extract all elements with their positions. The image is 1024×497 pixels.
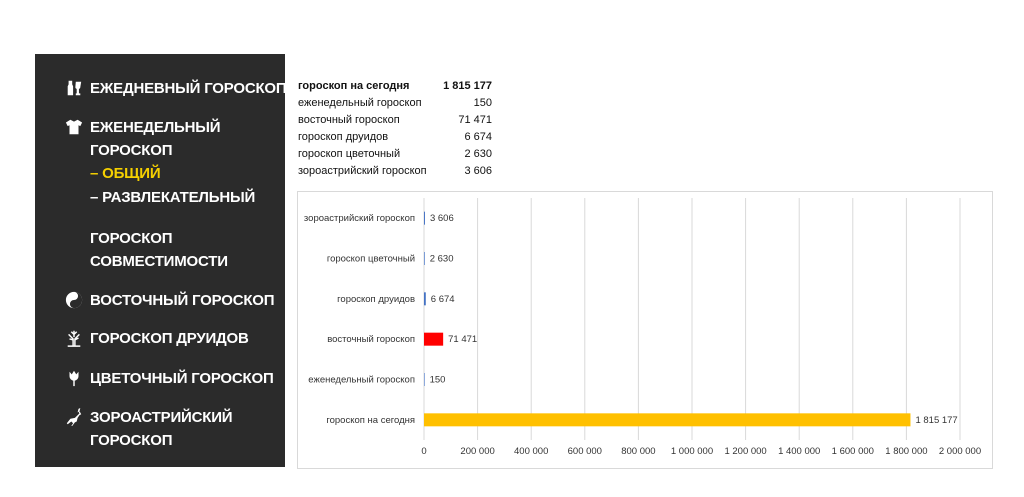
yin-yang-icon <box>64 289 84 311</box>
y-tick-label: гороскоп друидов <box>337 294 415 305</box>
y-tick-label: зороастрийский гороскоп <box>304 213 415 224</box>
x-tick-label: 200 000 <box>460 446 494 457</box>
table-row-value: 3 606 <box>464 165 492 177</box>
y-tick-label: гороскоп на сегодня <box>326 415 415 426</box>
bottle-glass-icon <box>64 77 84 99</box>
table-row-label: гороскоп на сегодня <box>298 80 410 92</box>
bar <box>424 332 444 346</box>
data-label: 1 815 177 <box>915 415 957 426</box>
chart-svg: 0 200 000 400 000 600 000 800 000 1 000 000 1 … <box>304 198 981 457</box>
bar <box>424 413 911 427</box>
bar <box>424 292 426 306</box>
table-row-value: 150 <box>473 97 492 109</box>
tulip-icon <box>64 367 84 389</box>
data-label: 3 606 <box>430 213 454 224</box>
sidebar-item-label: ВОСТОЧНЫЙ ГОРОСКОП <box>90 292 275 309</box>
sidebar-item-label: ГОРОСКОП <box>90 230 173 247</box>
data-label: 150 <box>430 375 446 386</box>
sidebar-item-label: – ОБЩИЙ <box>90 165 161 182</box>
bar <box>424 211 425 225</box>
data-label: 6 674 <box>431 294 455 305</box>
sidebar-item-label: СОВМЕСТИМОСТИ <box>90 253 228 270</box>
table-row-value: 71 471 <box>458 114 492 126</box>
table-row-label: гороскоп цветочный <box>298 148 401 160</box>
tshirt-icon <box>64 116 84 138</box>
sidebar-item-label: ЦВЕТОЧНЫЙ ГОРОСКОП <box>90 370 274 387</box>
x-tick-label: 600 000 <box>568 446 602 457</box>
sidebar-item-label: – РАЗВЛЕКАТЕЛЬНЫЙ <box>90 189 256 206</box>
y-tick-label: еженедельный гороскоп <box>308 375 415 386</box>
table-row-value: 1 815 177 <box>443 80 492 92</box>
bar <box>424 373 425 386</box>
y-tick-label: восточный гороскоп <box>327 334 415 345</box>
data-label: 2 630 <box>430 254 454 265</box>
sidebar-item-label: ГОРОСКОП ДРУИДОВ <box>90 330 249 347</box>
table-row-label: зороастрийский гороскоп <box>298 165 427 177</box>
x-tick-label: 1 200 000 <box>724 446 766 457</box>
table-row: еженедельный гороскоп 150 <box>298 95 498 112</box>
x-tick-label: 0 <box>421 446 426 457</box>
table-row-label: восточный гороскоп <box>298 114 400 126</box>
x-tick-label: 1 400 000 <box>778 446 820 457</box>
table-row: восточный гороскоп 71 471 <box>298 112 498 129</box>
sidebar-item-label: ЕЖЕДНЕВНЫЙ ГОРОСКОП <box>90 80 287 97</box>
x-tick-label: 1 800 000 <box>885 446 927 457</box>
table-row-label: гороскоп друидов <box>298 131 389 143</box>
x-tick-label: 1 600 000 <box>832 446 874 457</box>
table-row: гороскоп друидов 6 674 <box>298 129 498 146</box>
sidebar: ЕЖЕДНЕВНЫЙ ГОРОСКОП ЕЖЕНЕДЕЛЬНЫЙ ГОРОСКОП –… <box>35 54 287 467</box>
table-row: гороскоп цветочный 2 630 <box>298 146 498 163</box>
data-label: 71 471 <box>448 334 477 345</box>
table-row: гороскоп на сегодня 1 815 177 <box>298 78 498 95</box>
gazelle-icon <box>64 406 84 428</box>
table-row-label: еженедельный гороскоп <box>298 97 422 109</box>
table-row: зороастрийский гороскоп 3 606 <box>298 163 498 180</box>
bar-chart: 0 200 000 400 000 600 000 800 000 1 000 000 1 … <box>297 191 993 469</box>
table-row-value: 2 630 <box>464 148 492 160</box>
stats-table: гороскоп на сегодня 1 815 177 еженедельный… <box>298 78 498 180</box>
sidebar-item-label: ЕЖЕНЕДЕЛЬНЫЙ <box>90 119 221 136</box>
table-row-value: 6 674 <box>464 131 492 143</box>
bar <box>424 252 425 265</box>
sidebar-item-label: ГОРОСКОП <box>90 142 173 159</box>
sidebar-item-label: ЗОРОАСТРИЙСКИЙ <box>90 409 233 426</box>
x-tick-label: 2 000 000 <box>939 446 981 457</box>
x-tick-label: 400 000 <box>514 446 548 457</box>
tree-icon <box>64 327 84 349</box>
sidebar-item-label: ГОРОСКОП <box>90 432 173 449</box>
y-tick-label: гороскоп цветочный <box>327 254 415 265</box>
x-tick-label: 1 000 000 <box>671 446 713 457</box>
x-tick-label: 800 000 <box>621 446 655 457</box>
